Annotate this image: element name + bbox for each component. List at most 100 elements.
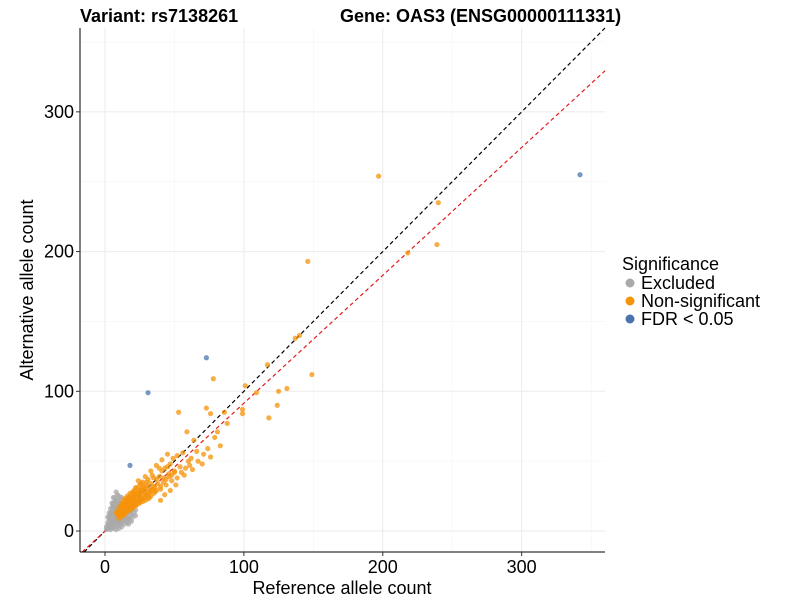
data-point	[577, 172, 583, 178]
data-point	[156, 465, 162, 471]
data-point	[195, 458, 201, 464]
data-point	[376, 173, 382, 179]
data-point	[214, 429, 221, 435]
data-point	[113, 489, 119, 495]
data-point	[171, 469, 178, 475]
data-point	[174, 452, 180, 459]
legend-label-excluded: Excluded	[641, 273, 715, 293]
data-point	[135, 478, 141, 484]
x-axis-label: Reference allele count	[252, 578, 431, 598]
data-point	[180, 450, 186, 456]
data-points	[103, 172, 583, 533]
legend-marker-fdr	[625, 314, 635, 324]
data-point	[221, 409, 228, 415]
legend-marker-non-significant	[625, 296, 635, 306]
y-tick-label: 0	[64, 521, 74, 541]
y-axis-label: Alternative allele count	[17, 199, 37, 380]
data-point	[107, 506, 114, 512]
data-point	[191, 437, 197, 443]
data-point	[119, 500, 125, 506]
data-point	[305, 258, 311, 264]
data-point	[128, 494, 134, 501]
x-tick-label: 200	[368, 557, 398, 577]
data-point	[121, 496, 128, 502]
series-fdr-0-05	[127, 172, 583, 468]
x-tick-label: 0	[100, 557, 110, 577]
data-point	[201, 451, 207, 457]
data-point	[105, 522, 111, 529]
data-point	[405, 250, 411, 256]
data-point	[145, 390, 151, 396]
data-point	[276, 388, 282, 394]
y-tick-label: 100	[44, 381, 74, 401]
x-tick-label: 300	[507, 557, 537, 577]
data-point	[187, 462, 193, 468]
reference-line-fitted	[81, 70, 606, 553]
data-point	[210, 376, 216, 382]
data-point	[153, 487, 159, 494]
data-point	[189, 466, 196, 473]
data-point	[309, 371, 315, 378]
data-point	[292, 335, 298, 341]
legend-marker-excluded	[625, 278, 635, 288]
data-point	[184, 429, 190, 435]
x-tick-label: 100	[229, 557, 259, 577]
reference-lines	[81, 27, 606, 553]
data-point	[242, 383, 248, 389]
data-point	[116, 504, 122, 510]
data-point	[199, 461, 205, 467]
data-point	[157, 497, 164, 503]
data-point	[239, 406, 246, 413]
grid	[80, 28, 605, 552]
data-point	[434, 241, 440, 248]
y-tick-label: 200	[44, 242, 74, 262]
axes: 0 100 200 300 0 100 200 300	[44, 28, 605, 577]
data-point	[106, 510, 112, 516]
data-point	[105, 514, 111, 520]
legend-title: Significance	[622, 254, 719, 274]
series-non-significant	[113, 173, 441, 522]
data-point	[127, 462, 133, 468]
data-point	[149, 472, 155, 478]
data-point	[212, 434, 218, 441]
chart-title-variant: Variant: rs7138261	[80, 6, 238, 26]
data-point	[174, 475, 180, 481]
data-point	[114, 508, 121, 515]
data-point	[132, 513, 139, 519]
data-point	[274, 402, 280, 408]
data-point	[284, 385, 290, 392]
data-point	[148, 468, 154, 474]
data-point	[205, 445, 211, 452]
data-point	[109, 500, 115, 506]
data-point	[170, 455, 176, 461]
data-point	[296, 332, 303, 339]
data-point	[167, 487, 173, 494]
data-point	[159, 457, 165, 463]
data-point	[188, 455, 194, 461]
data-point	[164, 451, 171, 457]
data-point	[132, 485, 139, 491]
data-point	[182, 465, 189, 471]
chart-title-gene: Gene: OAS3 (ENSG00000111331)	[340, 6, 621, 26]
series-excluded	[103, 489, 139, 533]
y-tick-label: 300	[44, 102, 74, 122]
data-point	[103, 527, 109, 533]
data-point	[162, 492, 168, 498]
data-point	[169, 478, 175, 484]
data-point	[224, 420, 230, 427]
legend-label-non-significant: Non-significant	[641, 291, 760, 311]
data-point	[264, 362, 271, 368]
data-point	[207, 411, 214, 417]
data-point	[113, 527, 119, 533]
data-point	[239, 411, 246, 417]
data-point	[194, 448, 200, 454]
data-point	[139, 485, 146, 491]
data-point	[253, 390, 259, 396]
data-point	[173, 482, 179, 488]
data-point	[128, 518, 134, 524]
data-point	[181, 472, 187, 478]
data-point	[207, 454, 214, 460]
data-point	[177, 464, 183, 470]
data-point	[145, 476, 151, 482]
